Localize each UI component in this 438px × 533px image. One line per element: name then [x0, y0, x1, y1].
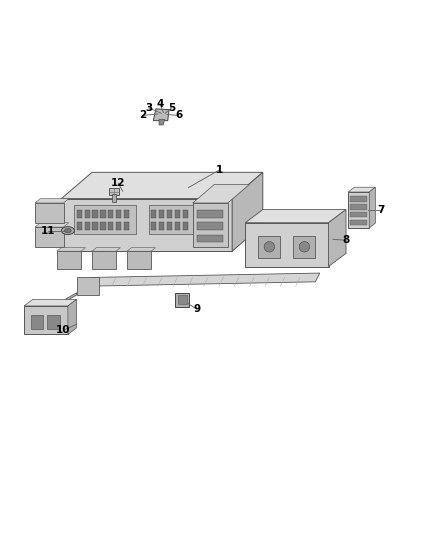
- Polygon shape: [127, 248, 155, 251]
- Polygon shape: [245, 209, 346, 223]
- Polygon shape: [57, 248, 85, 251]
- Polygon shape: [124, 222, 129, 230]
- Polygon shape: [88, 273, 320, 286]
- Text: 8: 8: [343, 235, 350, 245]
- Polygon shape: [35, 199, 69, 203]
- Polygon shape: [159, 119, 165, 125]
- Polygon shape: [112, 194, 116, 201]
- Text: 9: 9: [194, 304, 201, 314]
- Polygon shape: [85, 222, 90, 230]
- Polygon shape: [258, 236, 280, 258]
- Polygon shape: [369, 187, 375, 228]
- Polygon shape: [293, 236, 315, 258]
- Polygon shape: [74, 205, 136, 233]
- Polygon shape: [350, 212, 367, 217]
- Circle shape: [264, 241, 275, 252]
- Polygon shape: [61, 293, 77, 304]
- Text: 10: 10: [56, 325, 71, 335]
- Polygon shape: [193, 203, 228, 247]
- Polygon shape: [109, 188, 119, 195]
- Polygon shape: [24, 300, 77, 306]
- Polygon shape: [68, 300, 77, 334]
- Polygon shape: [116, 210, 121, 218]
- Text: 3: 3: [145, 103, 152, 113]
- Polygon shape: [149, 205, 193, 233]
- Polygon shape: [245, 223, 328, 266]
- Polygon shape: [35, 227, 64, 247]
- Polygon shape: [77, 278, 99, 295]
- Polygon shape: [197, 210, 223, 218]
- Polygon shape: [197, 222, 223, 230]
- Ellipse shape: [65, 229, 71, 233]
- Polygon shape: [35, 203, 64, 223]
- Polygon shape: [92, 251, 116, 269]
- Polygon shape: [232, 172, 263, 251]
- Polygon shape: [92, 248, 120, 251]
- Polygon shape: [92, 222, 98, 230]
- Polygon shape: [85, 210, 90, 218]
- Polygon shape: [175, 222, 180, 230]
- Polygon shape: [348, 192, 369, 228]
- Polygon shape: [108, 210, 113, 218]
- Text: 7: 7: [378, 205, 385, 215]
- Polygon shape: [175, 210, 180, 218]
- Polygon shape: [183, 222, 188, 230]
- Polygon shape: [167, 210, 172, 218]
- Polygon shape: [31, 315, 43, 329]
- Polygon shape: [116, 222, 121, 230]
- Polygon shape: [108, 222, 113, 230]
- Polygon shape: [350, 204, 367, 209]
- Circle shape: [299, 241, 310, 252]
- Polygon shape: [159, 222, 164, 230]
- Polygon shape: [350, 220, 367, 225]
- Polygon shape: [348, 187, 375, 192]
- Text: 2: 2: [139, 110, 146, 120]
- Polygon shape: [175, 293, 189, 307]
- Text: 12: 12: [111, 178, 126, 188]
- Polygon shape: [167, 222, 172, 230]
- Polygon shape: [328, 209, 346, 266]
- Text: 4: 4: [156, 99, 163, 109]
- Polygon shape: [100, 222, 106, 230]
- Polygon shape: [24, 306, 68, 334]
- Polygon shape: [92, 210, 98, 218]
- Polygon shape: [35, 223, 69, 227]
- Polygon shape: [127, 251, 151, 269]
- Text: 5: 5: [168, 103, 175, 113]
- Polygon shape: [47, 315, 60, 329]
- Polygon shape: [178, 295, 187, 304]
- Polygon shape: [153, 109, 169, 120]
- Text: 6: 6: [175, 110, 182, 120]
- Polygon shape: [57, 251, 81, 269]
- Polygon shape: [159, 210, 164, 218]
- Text: 1: 1: [215, 165, 223, 175]
- Text: 11: 11: [41, 227, 56, 237]
- Polygon shape: [197, 235, 223, 243]
- Polygon shape: [77, 222, 82, 230]
- Polygon shape: [350, 197, 367, 201]
- Polygon shape: [151, 210, 156, 218]
- Polygon shape: [100, 210, 106, 218]
- Polygon shape: [124, 210, 129, 218]
- Polygon shape: [151, 222, 156, 230]
- Polygon shape: [77, 210, 82, 218]
- Polygon shape: [61, 172, 263, 199]
- Ellipse shape: [61, 227, 74, 235]
- Polygon shape: [61, 199, 232, 251]
- Polygon shape: [193, 184, 249, 203]
- Polygon shape: [183, 210, 188, 218]
